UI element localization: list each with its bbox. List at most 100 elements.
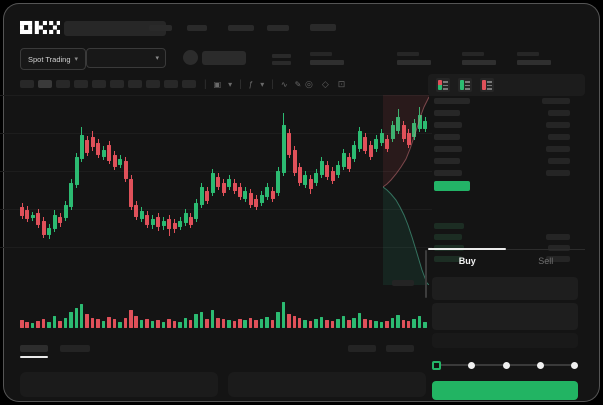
book-view-asks-icon[interactable] [480, 78, 494, 92]
volume-bar [406, 321, 411, 328]
bottom-tab[interactable] [60, 345, 90, 352]
interval-button[interactable] [128, 80, 142, 88]
order-book-ask-row[interactable] [434, 134, 570, 141]
ask-amount-bar [542, 98, 570, 104]
bottom-action-placeholder[interactable] [386, 345, 414, 352]
volume-bar [303, 320, 307, 328]
price-input[interactable] [432, 277, 578, 300]
order-book-ask-row[interactable] [434, 98, 570, 105]
ask-price-bar [434, 110, 460, 116]
ask-price-bar [434, 158, 460, 164]
order-book-bid-row[interactable] [434, 223, 570, 230]
book-view-all-icon[interactable] [436, 78, 450, 92]
candle [417, 115, 422, 129]
volume-bar [297, 318, 302, 328]
separator: | [204, 78, 207, 90]
slider-stop-dot[interactable] [502, 361, 510, 369]
volume-bar [270, 320, 275, 328]
slider-stop-dot[interactable] [468, 361, 476, 369]
interval-button[interactable] [20, 80, 34, 88]
ask-price-bar [434, 98, 470, 104]
interval-button[interactable] [164, 80, 178, 88]
interval-button[interactable] [110, 80, 124, 88]
volume-bar [69, 312, 73, 328]
interval-button[interactable] [56, 80, 70, 88]
candle [85, 140, 90, 153]
fullscreen-icon[interactable]: ⊡ [337, 78, 346, 89]
candlestick-chart[interactable] [0, 95, 432, 285]
indicator-dropdown-icon[interactable]: ƒ [248, 79, 254, 89]
slider-stop-dot[interactable] [571, 361, 578, 369]
candle [314, 173, 319, 183]
nav-item-placeholder[interactable] [310, 24, 336, 31]
search-input[interactable] [64, 21, 166, 36]
market-type-selector[interactable]: Spot Trading ▾ [20, 48, 87, 70]
slider-stop-dot[interactable] [536, 361, 544, 369]
bottom-tab-active[interactable] [20, 345, 48, 352]
volume-bar [396, 315, 400, 328]
order-book-ask-row[interactable] [434, 146, 570, 153]
interval-button[interactable] [92, 80, 106, 88]
bottom-panel [228, 372, 426, 397]
order-book-ask-row[interactable] [434, 122, 570, 129]
camera-icon[interactable]: ◎ [305, 78, 313, 89]
draw-icon[interactable]: ✎ [294, 79, 302, 89]
volume-bar [341, 316, 346, 328]
pair-selector[interactable]: ▾ [86, 48, 166, 68]
nav-item-placeholder[interactable] [228, 25, 254, 31]
volume-bar [210, 310, 215, 328]
bottom-action-placeholder[interactable] [348, 345, 376, 352]
order-book-bid-row[interactable] [434, 256, 570, 263]
candle [216, 177, 221, 187]
candle [47, 228, 52, 235]
order-book-ask-row[interactable] [434, 158, 570, 165]
volume-bar [139, 320, 144, 328]
order-book-ask-row[interactable] [434, 170, 570, 177]
candle [401, 125, 406, 139]
line-style-icon[interactable]: ∿ [280, 79, 288, 89]
chart-tool-icons: | ▣ ▾ | ƒ ▾ | ∿ ✎ [204, 78, 301, 90]
interval-button[interactable] [38, 80, 52, 88]
candle [129, 179, 133, 207]
interval-button[interactable] [182, 80, 196, 88]
ask-price-bar [434, 146, 462, 152]
candle [390, 125, 395, 139]
candle [270, 191, 275, 199]
nav-item-placeholder[interactable] [267, 25, 289, 31]
book-view-bids-icon[interactable] [458, 78, 472, 92]
amount-input[interactable] [432, 303, 578, 330]
volume-bar [374, 321, 378, 328]
tab-sell[interactable]: Sell [538, 256, 554, 266]
panel-scrollbar[interactable] [425, 250, 427, 298]
amount-slider[interactable] [432, 358, 578, 372]
diamond-icon[interactable]: ◇ [321, 78, 329, 89]
slider-handle[interactable] [432, 360, 441, 370]
interval-dropdown-icon[interactable]: ▣ [213, 79, 222, 89]
interval-button[interactable] [74, 80, 88, 88]
total-field[interactable] [432, 333, 578, 348]
candle [172, 223, 177, 229]
volume-bar [79, 304, 84, 328]
order-book-header [428, 74, 585, 96]
volume-bar [172, 321, 177, 328]
bid-amount-bar [548, 245, 570, 251]
order-book-ask-row[interactable] [434, 110, 570, 117]
candle [150, 219, 155, 225]
candle [118, 159, 123, 165]
tab-buy[interactable]: Buy [458, 256, 476, 266]
candle [292, 150, 297, 173]
volume-bar [265, 317, 269, 328]
buy-button[interactable] [432, 381, 578, 400]
candle [194, 203, 199, 219]
nav-item-placeholder[interactable] [187, 25, 207, 31]
chevron-down-icon: ▾ [228, 79, 233, 89]
order-book-bid-row[interactable] [434, 234, 570, 241]
volume-bar [150, 321, 155, 328]
nav-item-placeholder[interactable] [149, 25, 172, 31]
interval-button[interactable] [146, 80, 160, 88]
candle [30, 215, 35, 218]
candle [352, 145, 357, 159]
header-button-placeholder[interactable] [202, 51, 246, 65]
avatar[interactable] [183, 50, 198, 65]
